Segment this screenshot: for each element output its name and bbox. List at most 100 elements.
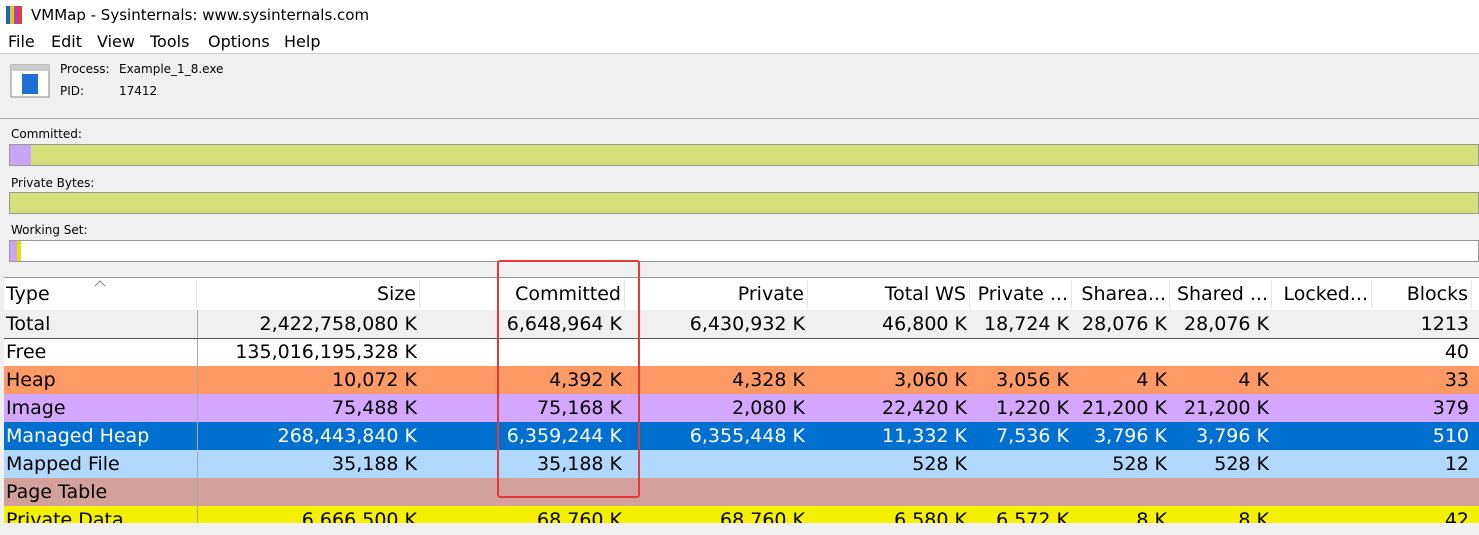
cell-value [1272,338,1372,366]
cell-value [1272,394,1372,422]
cell-value: 8 K [1136,509,1167,523]
column-header[interactable]: Locked... [1272,280,1372,308]
menu-item[interactable]: File [8,32,35,51]
cell-value: 4,392 K [549,369,622,391]
cell-value: 4 K [1136,369,1167,391]
cell-value: 3,796 K [1196,425,1269,447]
graph-label: Private Bytes: [11,176,95,190]
column-header[interactable]: Size [197,280,420,308]
column-header[interactable]: Private ... [970,280,1072,308]
private-bytes-graph [9,192,1479,214]
cell-value [1072,478,1170,506]
row-type: Image [6,397,66,419]
cell-value [1272,422,1372,450]
highlight-box [497,260,640,498]
cell-value: 6,580 K [894,509,967,523]
row-type: Page Table [6,481,108,503]
cell-value: 6,648,964 K [506,313,622,335]
cell-value [197,478,420,506]
column-header[interactable]: Shared ... [1170,280,1272,308]
cell-value: 68,760 K [537,509,622,523]
cell-value: 35,188 K [537,453,622,475]
table-row[interactable]: Total 2,422,758,080 K 6,648,964 K 6,430,932… [4,310,1479,338]
graph-label: Committed: [11,127,82,141]
working-set-graph [9,240,1479,262]
cell-value [808,338,970,366]
cell-value: 10,072 K [332,369,417,391]
cell-value: 21,200 K [1184,397,1269,419]
cell-value: 3,056 K [996,369,1069,391]
process-label: Process: [60,62,110,76]
cell-value: 510 [1432,425,1469,447]
column-header[interactable]: Blocks [1372,280,1472,308]
row-type: Free [6,341,47,363]
process-icon [10,64,50,98]
cell-value [1072,338,1170,366]
pid-label: PID: [60,84,85,98]
table-row[interactable]: Page Table [4,478,1479,506]
title-bar: VMMap - Sysinternals: www.sysinternals.c… [0,0,1479,31]
table-row[interactable]: Free 135,016,195,328 K 40 [4,338,1479,366]
cell-value: 46,800 K [882,313,967,335]
cell-value: 68,760 K [720,509,805,523]
cell-value: 379 [1432,397,1469,419]
cell-value: 35,188 K [332,453,417,475]
cell-value [625,450,808,478]
menu-item[interactable]: View [97,32,135,51]
cell-value: 28,076 K [1082,313,1167,335]
cell-value: 40 [1444,341,1469,363]
cell-value: 12 [1444,453,1469,475]
cell-value: 75,168 K [537,397,622,419]
cell-value: 33 [1444,369,1469,391]
column-header[interactable]: Total WS [808,280,970,308]
graph-segment [10,145,31,165]
cell-value [1372,478,1472,506]
cell-value: 7,536 K [996,425,1069,447]
menu-item[interactable]: Options [208,32,270,51]
cell-value [970,450,1072,478]
graph-segment [10,241,17,261]
cell-value: 135,016,195,328 K [235,341,417,363]
table-row[interactable]: Managed Heap 268,443,840 K 6,359,244 K 6,35… [4,422,1479,450]
menu-item[interactable]: Help [284,32,321,51]
window-title: VMMap - Sysinternals: www.sysinternals.c… [31,6,370,24]
table-row[interactable]: Private Data 6,666,500 K 68,760 K 68,760 K 6… [4,506,1479,523]
cell-value: 4 K [1238,369,1269,391]
column-header[interactable]: Sharea... [1072,280,1170,308]
row-type: Managed Heap [6,425,150,447]
memory-table: Type Size Committed Private Total WS Private … [4,277,1479,523]
cell-value: 75,488 K [332,397,417,419]
cell-value: 2,080 K [732,397,805,419]
cell-value [1272,366,1372,394]
cell-value: 6,666,500 K [301,509,417,523]
cell-value [808,478,970,506]
cell-value: 6,355,448 K [689,425,805,447]
row-type: Heap [6,369,56,391]
sort-arrow [94,280,106,287]
menu-item[interactable]: Tools [150,32,190,51]
cell-value [1272,450,1372,478]
cell-value [625,338,808,366]
cell-value [1170,478,1272,506]
column-header[interactable]: Private [625,280,808,308]
row-separator [4,338,1479,339]
pid-value: 17412 [119,84,158,98]
cell-value: 528 K [1214,453,1269,475]
table-row[interactable]: Heap 10,072 K 4,392 K 4,328 K 3,060 K 3,056 K… [4,366,1479,394]
cell-value [1272,506,1372,523]
cell-value: 1213 [1420,313,1469,335]
row-type: Private Data [6,509,124,523]
cell-value: 11,332 K [882,425,967,447]
menu-item[interactable]: Edit [51,32,82,51]
table-row[interactable]: Image 75,488 K 75,168 K 2,080 K 22,420 K 1,22… [4,394,1479,422]
app-icon [6,6,22,24]
column-header[interactable]: Committed [420,280,625,308]
column-header[interactable]: Type [4,280,197,308]
process-name: Example_1_8.exe [119,62,224,76]
table-row[interactable]: Mapped File 35,188 K 35,188 K 528 K 528 K 528… [4,450,1479,478]
graph-segment [17,241,21,261]
cell-value [1272,310,1372,338]
cell-value: 6,430,932 K [689,313,805,335]
cell-value: 21,200 K [1082,397,1167,419]
